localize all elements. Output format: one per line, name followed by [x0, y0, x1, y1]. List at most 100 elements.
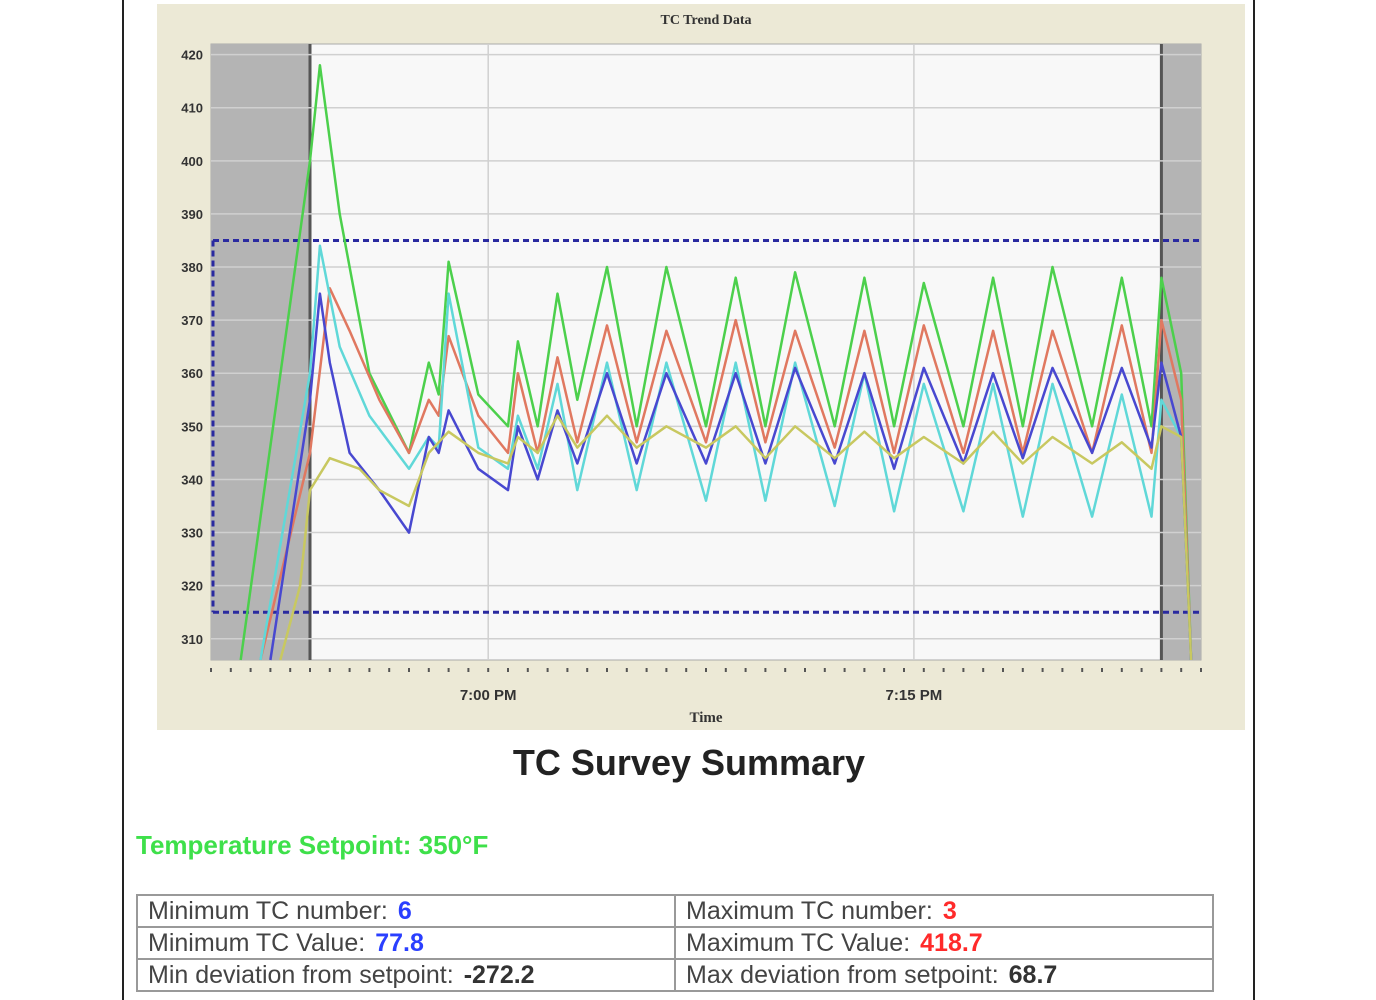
x-minor-tick: [408, 668, 410, 672]
table-row: Min deviation from setpoint: -272.2 Max d…: [136, 958, 1214, 992]
series-line-0: [239, 63, 1193, 661]
x-minor-tick: [685, 668, 688, 672]
series-line-3: [269, 292, 1193, 661]
x-minor-tick: [269, 668, 272, 672]
page-border-right: [1253, 0, 1255, 1000]
x-minor-tick: [566, 668, 569, 672]
tc-trend-chart: 310 320 330 340 350 360 370 380 390 400 410 420 7:00…: [157, 4, 1245, 730]
summary-title: TC Survey Summary: [512, 742, 866, 783]
x-minor-tick: [1140, 668, 1143, 672]
x-minor-tick: [1061, 668, 1064, 672]
series-line-2: [259, 244, 1193, 661]
x-minor-tick: [625, 668, 628, 672]
x-minor-tick: [922, 668, 925, 672]
min-dev-value: -272.2: [463, 960, 535, 989]
x-minor-tick: [289, 668, 292, 672]
x-minor-tick: [368, 668, 371, 672]
x-minor-tick: [823, 668, 826, 672]
min-tc-value-value: 77.8: [375, 928, 424, 957]
x-minor-tick: [1002, 668, 1004, 672]
y-tick-label: 350: [181, 419, 203, 434]
x-minor-tick: [487, 668, 490, 672]
y-tick-label: 320: [181, 579, 203, 594]
x-minor-tick: [804, 668, 806, 672]
x-minor-tick: [843, 668, 846, 672]
x-minor-tick: [1081, 668, 1084, 672]
min-tc-value-cell: Minimum TC Value: 77.8: [136, 926, 676, 960]
min-dev-cell: Min deviation from setpoint: -272.2: [136, 958, 676, 992]
y-tick-label: 420: [181, 48, 203, 63]
setpoint-text: Temperature Setpoint: 350°F: [136, 830, 489, 860]
max-dev-cell: Max deviation from setpoint: 68.7: [674, 958, 1214, 992]
x-minor-tick: [863, 668, 866, 672]
x-minor-tick: [665, 668, 668, 672]
x-minor-tick: [982, 668, 985, 672]
x-minor-tick: [586, 668, 589, 672]
page-border-left: [122, 0, 124, 1000]
min-tc-number-value: 6: [397, 896, 412, 925]
series-line-4: [279, 414, 1193, 661]
x-minor-tick: [1180, 668, 1183, 672]
table-row: Minimum TC Value: 77.8 Maximum TC Value: 4…: [136, 926, 1214, 960]
y-tick-label: 330: [181, 526, 203, 541]
min-dev-label: Min deviation from setpoint:: [148, 960, 454, 989]
x-minor-tick: [348, 668, 351, 672]
x-tick-label: 7:00 PM: [460, 687, 517, 704]
x-minor-tick: [1101, 668, 1103, 672]
x-minor-tick: [962, 668, 965, 672]
x-minor-tick: [705, 668, 707, 672]
max-tc-value-label: Maximum TC Value:: [686, 928, 911, 957]
x-axis-label: Time: [689, 710, 722, 726]
min-tc-number-label: Minimum TC number:: [148, 896, 388, 925]
x-minor-tick: [467, 668, 470, 672]
x-tick-label: 7:15 PM: [886, 687, 943, 704]
y-tick-label: 380: [181, 260, 203, 275]
chart-svg: 310 320 330 340 350 360 370 380 390 400 410 420 7:00…: [181, 13, 1203, 726]
x-minor-tick: [507, 668, 509, 672]
x-minor-tick: [328, 668, 331, 672]
y-tick-label: 390: [181, 207, 203, 222]
x-minor-tick: [942, 668, 945, 672]
x-minor-tick: [645, 668, 648, 672]
x-minor-tick: [883, 668, 886, 672]
max-tc-value-value: 418.7: [920, 928, 983, 957]
x-minor-tick: [1200, 668, 1202, 672]
y-tick-label: 370: [181, 313, 203, 328]
x-minor-tick: [764, 668, 767, 672]
y-tick-label: 340: [181, 472, 203, 487]
x-minor-tick: [447, 668, 450, 672]
x-minor-tick: [427, 668, 430, 672]
chart-title: TC Trend Data: [660, 13, 751, 28]
max-tc-value-cell: Maximum TC Value: 418.7: [674, 926, 1214, 960]
max-dev-value: 68.7: [1008, 960, 1058, 989]
max-dev-label: Max deviation from setpoint:: [686, 960, 999, 989]
series-line-1: [259, 287, 1193, 661]
x-minor-tick: [526, 668, 529, 672]
max-tc-number-cell: Maximum TC number: 3: [674, 894, 1214, 928]
x-minor-tick: [724, 668, 727, 672]
y-tick-label: 410: [181, 101, 203, 116]
x-minor-tick: [388, 668, 391, 672]
max-tc-number-label: Maximum TC number:: [686, 896, 933, 925]
x-minor-tick: [210, 668, 212, 672]
x-minor-tick: [606, 668, 608, 672]
summary-table: Minimum TC number: 6 Maximum TC number: 3 …: [136, 894, 1214, 992]
x-minor-tick: [309, 668, 311, 672]
x-minor-tick: [546, 668, 549, 672]
x-minor-tick: [744, 668, 747, 672]
x-minor-tick: [784, 668, 787, 672]
x-minor-tick: [1160, 668, 1163, 672]
y-tick-label: 400: [181, 154, 203, 169]
x-minor-tick: [1021, 668, 1024, 672]
max-tc-number-value: 3: [942, 896, 957, 925]
x-minor-tick: [249, 668, 252, 672]
x-minor-tick: [1041, 668, 1044, 672]
shaded-region-0: [211, 44, 310, 660]
min-tc-value-label: Minimum TC Value:: [148, 928, 366, 957]
x-minor-tick: [1120, 668, 1123, 672]
y-tick-label: 360: [181, 366, 203, 381]
y-tick-label: 310: [181, 632, 203, 647]
table-row: Minimum TC number: 6 Maximum TC number: 3: [136, 894, 1214, 928]
min-tc-number-cell: Minimum TC number: 6: [136, 894, 676, 928]
x-minor-tick: [229, 668, 232, 672]
